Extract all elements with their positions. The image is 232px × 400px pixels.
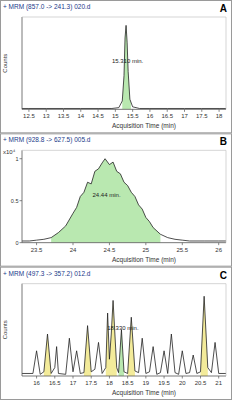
y-axis-label: Counts — [2, 54, 8, 73]
x-tick-label: 14 — [77, 113, 84, 119]
plot-frame — [22, 17, 226, 18]
x-tick-label: 24.5 — [104, 247, 116, 253]
panel: + MRM (928.8 -> 627.5) 005.d Bx10⁴ 23.5 24 2… — [1, 134, 232, 266]
y-tick-label: 0 — [15, 240, 18, 246]
y-axis — [22, 17, 23, 109]
trace — [22, 159, 226, 241]
peak-area — [119, 296, 124, 376]
plot-data — [22, 25, 226, 109]
x-tick-label: 15.5 — [127, 113, 139, 119]
panel: + MRM (497.3 -> 357.2) 012.d C Counts 16 16.… — [1, 267, 232, 399]
x-tick-label: 14.5 — [92, 113, 104, 119]
figure: + MRM (857.0 -> 241.3) 020.d A Counts 12.5 1… — [0, 0, 232, 400]
peak-annotation: 24.44 min. — [93, 192, 121, 198]
x-tick-label: 25 — [143, 247, 150, 253]
peak-area — [51, 159, 160, 243]
peak-annotation: 18.330 min. — [107, 325, 139, 331]
plot-frame — [226, 150, 227, 242]
panel-frame — [1, 267, 232, 399]
x-tick-label: 19.5 — [158, 380, 170, 386]
trace — [22, 296, 226, 374]
plot-frame — [22, 150, 226, 151]
x-axis — [22, 109, 226, 110]
peak-area — [122, 25, 131, 109]
x-tick-label: 26 — [215, 247, 222, 253]
y-tick-label: 0.5 — [11, 198, 19, 204]
x-tick-label: 16 — [147, 113, 154, 119]
x-tick-label: 24 — [70, 247, 77, 253]
x-tick-label: 17.5 — [85, 380, 97, 386]
trace — [22, 25, 226, 108]
title: + MRM (928.8 -> 627.5) 005.d — [3, 136, 91, 144]
plot-frame — [22, 283, 226, 284]
x-tick-label: 16.5 — [49, 380, 61, 386]
y-multiplier: x10⁴ — [3, 149, 16, 155]
x-tick-label: 17.5 — [196, 113, 208, 119]
plot-data — [22, 296, 226, 376]
peak-area — [201, 296, 208, 376]
peak-area — [128, 296, 135, 376]
x-tick-label: 17 — [70, 380, 77, 386]
x-tick-label: 17 — [181, 113, 188, 119]
x-tick-label: 12.5 — [23, 113, 35, 119]
x-tick-label: 21 — [215, 380, 222, 386]
plot-data — [22, 159, 226, 243]
peak-area — [84, 296, 91, 376]
x-tick-label: 18 — [216, 113, 223, 119]
x-tick-label: 20 — [179, 380, 186, 386]
x-tick-label: 25.5 — [176, 247, 188, 253]
x-axis — [22, 376, 226, 377]
y-tick-label: 1 — [15, 156, 18, 162]
x-tick-label: 16 — [33, 380, 40, 386]
x-axis — [22, 242, 226, 243]
x-tick-label: 13.5 — [58, 113, 70, 119]
panel-label: B — [220, 136, 227, 147]
title: + MRM (497.3 -> 357.2) 012.d — [3, 270, 91, 278]
title: + MRM (857.0 -> 241.3) 020.d — [3, 3, 91, 11]
x-tick-label: 19 — [143, 380, 150, 386]
x-tick-label: 13 — [43, 113, 50, 119]
x-tick-label: 16.5 — [161, 113, 173, 119]
panel: + MRM (857.0 -> 241.3) 020.d A Counts 12.5 1… — [1, 1, 232, 133]
plot-frame — [226, 284, 227, 376]
x-tick-label: 18.5 — [122, 380, 134, 386]
x-axis-label: Acquisition Time (min) — [112, 389, 176, 397]
x-tick-label: 15 — [112, 113, 119, 119]
peak-area — [106, 296, 117, 376]
peak-area — [44, 296, 51, 376]
y-axis — [22, 150, 23, 242]
y-axis — [22, 284, 23, 376]
x-tick-label: 18 — [106, 380, 113, 386]
peak-annotation: 15.310 min. — [112, 58, 144, 64]
plot-frame — [226, 17, 227, 109]
panel-frame — [1, 134, 232, 266]
x-tick-label: 23.5 — [31, 247, 43, 253]
x-tick-label: 20.5 — [195, 380, 207, 386]
panel-label: C — [220, 270, 227, 281]
panel-frame — [1, 1, 232, 133]
y-axis-label: Counts — [2, 320, 8, 339]
panel-label: A — [220, 3, 227, 14]
x-axis-label: Acquisition Time (min) — [112, 256, 176, 264]
x-axis-label: Acquisition Time (min) — [112, 122, 176, 130]
